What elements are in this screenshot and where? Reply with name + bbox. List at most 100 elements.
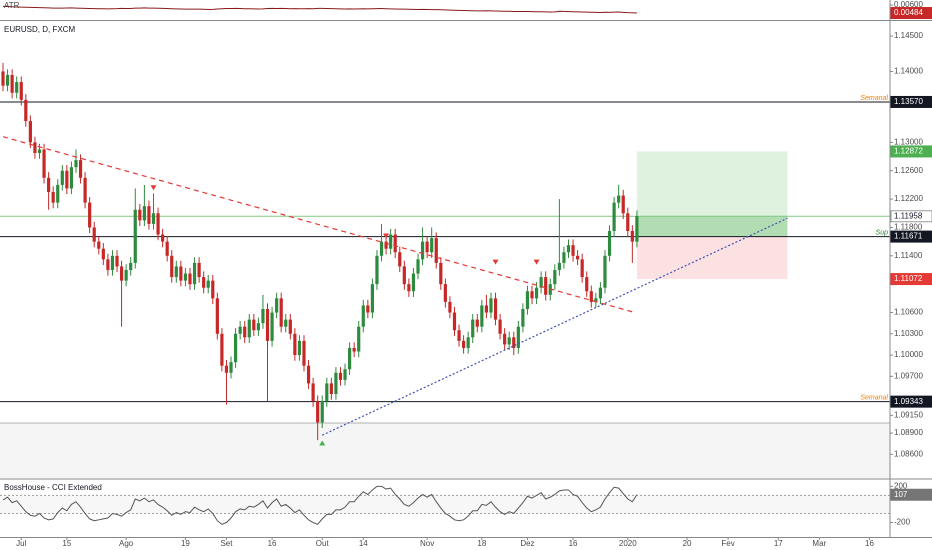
candle-body — [384, 241, 388, 249]
candle-body — [311, 383, 315, 402]
candle-body — [110, 255, 115, 270]
candle-body — [498, 319, 502, 334]
candle-body — [106, 259, 110, 270]
candle-body — [484, 305, 489, 313]
candle-body — [580, 259, 584, 278]
candle-body — [598, 287, 603, 299]
y-tick-label: 1.13000 — [894, 137, 923, 146]
candle-body — [129, 262, 133, 270]
candle-body — [357, 326, 361, 352]
candle-body — [220, 333, 224, 366]
candle-body — [288, 319, 292, 334]
candle-body — [379, 241, 384, 256]
price-label-box — [890, 7, 932, 20]
candle-body — [352, 347, 356, 352]
candle-body — [28, 121, 32, 143]
candle-body — [275, 298, 279, 313]
trendline — [2, 136, 633, 313]
y-tick-label: 107 — [894, 490, 908, 499]
y-tick-label: 1.10300 — [894, 329, 923, 338]
zone — [0, 422, 890, 478]
candle-body — [279, 298, 283, 327]
y-tick-label: 1.14000 — [894, 67, 923, 76]
candle-body — [206, 280, 210, 288]
y-tick-label: 1.12600 — [894, 166, 923, 175]
y-tick-label: 0.00600 — [894, 0, 923, 9]
candle-body — [202, 277, 206, 288]
candle-body — [156, 213, 160, 235]
atr-title: ATR — [4, 1, 20, 10]
candle-body — [170, 255, 174, 278]
candle-body — [553, 269, 557, 285]
candle-body — [47, 177, 51, 192]
candle-body — [393, 234, 397, 253]
y-tick-label: 1.12200 — [894, 194, 923, 203]
candle-body — [375, 255, 379, 285]
y-tick-label: 1.12872 — [894, 147, 923, 156]
candle-body — [297, 340, 302, 356]
y-tick-label: 1.08600 — [894, 449, 923, 458]
candle-body — [594, 298, 598, 302]
candle-body — [51, 191, 55, 203]
axis-layer: Jul 15 Ago 19 Set 16 Out 14 Nov 18 Dez 16 2020 20 Fev 1… — [16, 0, 932, 548]
candle-body — [124, 269, 128, 281]
candle-body — [439, 262, 443, 285]
candle-body — [576, 255, 580, 260]
candle-body — [534, 287, 539, 299]
candle-body — [10, 75, 14, 93]
candle-body — [306, 365, 311, 384]
candle-body — [366, 305, 370, 313]
y-tick-label: 1.13570 — [894, 97, 923, 106]
candle-body — [325, 383, 329, 402]
y-tick-label: 1.09150 — [894, 410, 923, 419]
candle-body — [411, 273, 416, 292]
candle-body — [238, 326, 242, 334]
x-tick-label: 19 — [181, 539, 190, 548]
candle-body — [462, 340, 466, 348]
candle-body — [361, 305, 365, 327]
indicator-line — [2, 5, 637, 14]
price-label-box — [890, 95, 932, 108]
candle-body — [69, 167, 74, 189]
candle-body — [635, 216, 639, 242]
x-tick-label: 14 — [359, 539, 368, 548]
candle-body — [530, 291, 534, 299]
y-tick-label: 1.10600 — [894, 308, 923, 317]
candle-body — [621, 195, 625, 214]
signal-marker — [533, 259, 540, 265]
x-tick-label: 20 — [683, 539, 692, 548]
x-tick-label: 2020 — [619, 539, 637, 548]
x-tick-label: Out — [316, 539, 330, 548]
candle-body — [521, 308, 525, 327]
candle-body — [165, 241, 169, 256]
candle-body — [147, 206, 151, 224]
candle-body — [215, 298, 219, 334]
candle-body — [607, 230, 612, 256]
candle-body — [457, 330, 461, 341]
candle-body — [15, 82, 19, 93]
x-tick-label: Jul — [16, 539, 26, 548]
candle-body — [566, 245, 571, 253]
candle-body — [493, 298, 498, 320]
candle-body — [507, 337, 511, 345]
x-tick-label: Nov — [420, 539, 434, 548]
x-tick-label: 16 — [268, 539, 277, 548]
candle-body — [37, 149, 42, 154]
candle-body — [183, 273, 188, 281]
candle-body — [544, 277, 548, 295]
y-tick-label: 0.00484 — [894, 8, 923, 17]
candle-body — [19, 82, 23, 100]
candle-body — [334, 372, 338, 395]
x-tick-label: 18 — [477, 539, 486, 548]
y-tick-label: 200 — [894, 481, 908, 490]
x-tick-label: Set — [220, 539, 233, 548]
candle-body — [516, 326, 520, 348]
price-label-box — [890, 395, 932, 408]
x-tick-label: Dez — [520, 539, 534, 548]
candle-body — [151, 213, 156, 224]
x-tick-label: Mar — [812, 539, 826, 548]
candle-body — [88, 202, 92, 228]
candle-body — [539, 277, 543, 288]
y-tick-label: 1.14500 — [894, 31, 923, 40]
candle-body — [197, 262, 201, 278]
